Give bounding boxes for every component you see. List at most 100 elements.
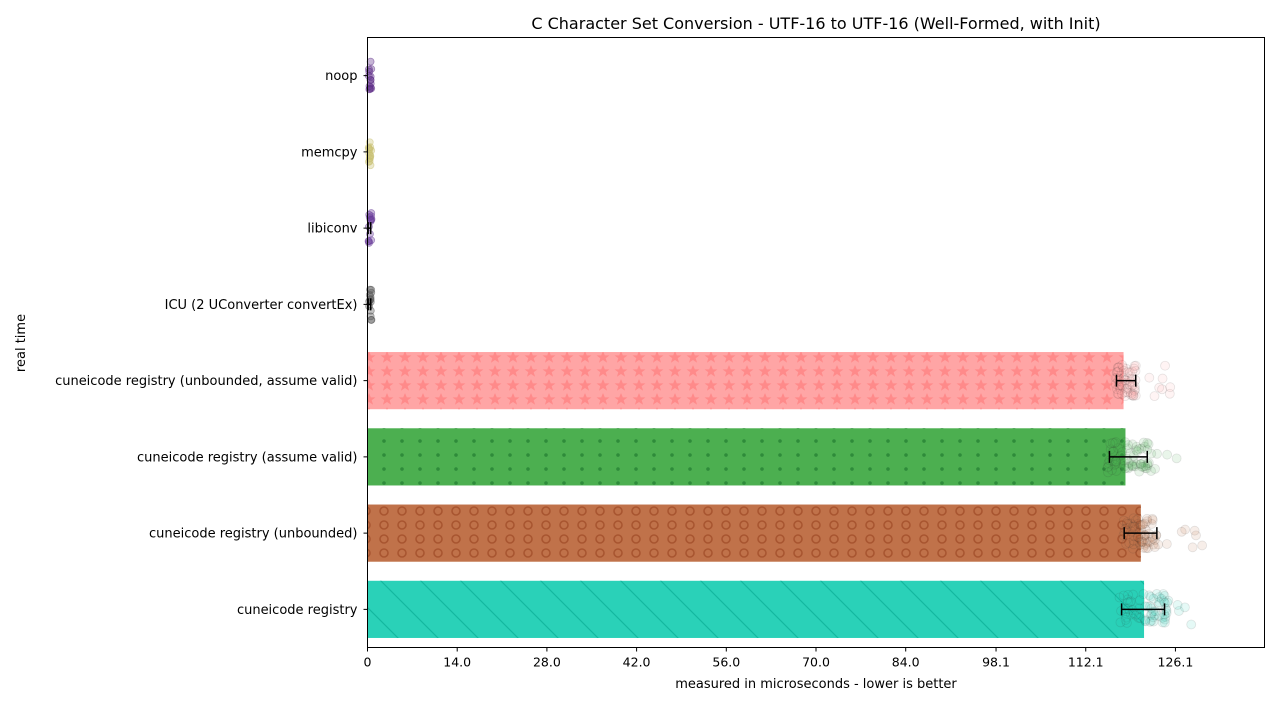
sample-point bbox=[1134, 466, 1145, 477]
sample-point bbox=[1125, 597, 1135, 608]
sample-point bbox=[1103, 458, 1114, 468]
sample-point bbox=[1140, 518, 1150, 529]
sample-point bbox=[1122, 384, 1133, 395]
sample-point bbox=[1121, 383, 1132, 394]
sample-point bbox=[1171, 453, 1182, 464]
sample-point bbox=[1136, 443, 1147, 454]
sample-point bbox=[1141, 463, 1152, 474]
x-tick-label: 56.0 bbox=[712, 655, 740, 670]
sample-point bbox=[1125, 448, 1136, 459]
sample-point bbox=[1149, 391, 1160, 402]
sample-point bbox=[1149, 542, 1160, 553]
sample-point bbox=[1165, 382, 1176, 393]
y-axis-label: real time bbox=[14, 314, 29, 372]
sample-point bbox=[1127, 390, 1138, 401]
sample-point bbox=[1123, 519, 1134, 529]
sample-point bbox=[1110, 379, 1121, 389]
sample-point bbox=[1127, 460, 1137, 471]
sample-point bbox=[1138, 461, 1149, 472]
sample-point bbox=[1126, 387, 1136, 398]
sample-point bbox=[1128, 535, 1139, 546]
sample-point bbox=[1146, 603, 1157, 614]
sample-point bbox=[1113, 443, 1123, 454]
sample-point bbox=[1128, 589, 1138, 600]
error-bars-layer bbox=[367, 222, 1166, 616]
sample-point bbox=[1118, 590, 1129, 601]
sample-point bbox=[1107, 446, 1118, 457]
y-tick-label: cuneicode registry (unbounded, assume va… bbox=[55, 374, 357, 389]
sample-point bbox=[1123, 440, 1134, 450]
sample-point bbox=[1122, 518, 1132, 529]
sample-point bbox=[1159, 617, 1170, 628]
sample-point bbox=[1161, 539, 1172, 549]
sample-point bbox=[1130, 461, 1140, 472]
sample-point bbox=[1143, 439, 1154, 449]
sample-point bbox=[1128, 539, 1139, 550]
sample-point bbox=[1139, 441, 1150, 452]
sample-point bbox=[1122, 517, 1132, 528]
sample-point bbox=[1197, 540, 1208, 551]
x-tick-label: 70.0 bbox=[802, 655, 830, 670]
sample-point bbox=[1115, 378, 1125, 389]
sample-point bbox=[1103, 467, 1113, 478]
sample-point bbox=[1110, 458, 1121, 469]
sample-point bbox=[1120, 524, 1131, 534]
sample-point bbox=[1107, 437, 1118, 448]
sample-point bbox=[1142, 513, 1152, 524]
sample-point bbox=[364, 158, 373, 166]
sample-point bbox=[1121, 538, 1132, 549]
sample-point bbox=[1133, 612, 1144, 623]
sample-point bbox=[1127, 366, 1138, 377]
sample-point bbox=[1119, 461, 1130, 471]
sample-point bbox=[1136, 461, 1147, 472]
y-tick-label: cuneicode registry (unbounded) bbox=[149, 527, 358, 542]
sample-point bbox=[1141, 538, 1152, 548]
sample-point bbox=[1129, 363, 1139, 374]
sample-point bbox=[1140, 601, 1151, 612]
sample-point bbox=[1118, 515, 1129, 526]
sample-point bbox=[1118, 365, 1129, 376]
sample-point bbox=[365, 290, 374, 299]
sample-point bbox=[1107, 465, 1117, 475]
sample-point bbox=[367, 209, 376, 217]
sample-point bbox=[366, 57, 375, 66]
sample-point bbox=[1129, 361, 1140, 371]
sample-point bbox=[1140, 616, 1151, 627]
x-tick-label: 112.1 bbox=[1068, 655, 1104, 670]
sample-point bbox=[1123, 463, 1134, 474]
sample-point bbox=[1135, 459, 1146, 469]
sample-point bbox=[1157, 617, 1168, 628]
sample-point bbox=[1176, 526, 1187, 537]
sample-point bbox=[1133, 513, 1143, 524]
sample-point bbox=[1142, 438, 1153, 448]
sample-point bbox=[1124, 367, 1135, 378]
sample-point bbox=[1109, 460, 1120, 470]
bars-layer bbox=[367, 352, 1145, 638]
sample-point bbox=[1123, 597, 1133, 608]
sample-point bbox=[1123, 367, 1133, 378]
x-tick-label: 84.0 bbox=[892, 655, 920, 670]
sample-point bbox=[1135, 520, 1146, 530]
sample-point bbox=[1160, 612, 1171, 622]
sample-point bbox=[1120, 614, 1131, 625]
sample-point bbox=[365, 65, 373, 74]
sample-point bbox=[1150, 463, 1160, 474]
y-tick-label: libiconv bbox=[307, 222, 357, 237]
y-tick-label: memcpy bbox=[301, 145, 358, 160]
sample-point bbox=[1113, 366, 1124, 377]
sample-point bbox=[1113, 362, 1124, 373]
sample-point bbox=[1187, 542, 1198, 553]
sample-point bbox=[1127, 522, 1138, 532]
sample-point bbox=[1115, 385, 1126, 395]
sample-point bbox=[1113, 389, 1124, 399]
sample-point bbox=[1189, 525, 1200, 536]
sample-point bbox=[1119, 608, 1130, 618]
sample-point bbox=[1122, 594, 1133, 605]
sample-point bbox=[1154, 592, 1165, 603]
sample-point bbox=[1128, 543, 1138, 554]
sample-point bbox=[1129, 521, 1139, 532]
sample-point bbox=[1109, 438, 1120, 449]
sample-point bbox=[1127, 439, 1138, 450]
sample-point bbox=[1140, 614, 1150, 625]
